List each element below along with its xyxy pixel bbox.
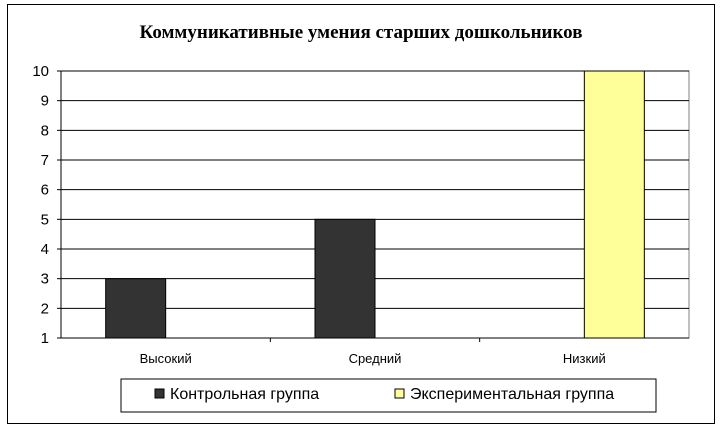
bars [105, 70, 645, 339]
legend-label-0: Контрольная группа [170, 386, 319, 403]
legend-label-1: Экспериментальная группа [410, 386, 614, 403]
legend: Контрольная группа Экспериментальная груп… [120, 378, 657, 413]
y-tick-label: 5 [41, 211, 49, 228]
y-tick-label: 7 [41, 152, 49, 169]
y-tick-label: 6 [41, 182, 49, 199]
y-tick-label: 8 [41, 122, 49, 139]
chart-title: Коммуникативные умения старших дошкольни… [140, 22, 583, 43]
y-tick-label: 10 [32, 63, 49, 80]
bar-control-0 [105, 278, 167, 339]
bar-control-1 [314, 218, 376, 339]
y-tick-label: 4 [41, 241, 49, 258]
y-tick-label: 3 [41, 271, 49, 288]
y-tick-label: 9 [41, 93, 49, 110]
axes: 1 2 3 4 5 6 7 8 9 10 Высокий Средний Низкий [32, 63, 689, 366]
y-tick-label: 1 [41, 330, 49, 347]
legend-box [120, 378, 657, 413]
x-category-label: Средний [349, 351, 402, 366]
x-category-label: Низкий [563, 351, 606, 366]
x-category-label: Высокий [140, 351, 192, 366]
y-tick-label: 2 [41, 300, 49, 317]
legend-swatch-0 [154, 388, 165, 399]
legend-swatch-1 [394, 388, 405, 399]
bar-experimental-2 [583, 70, 645, 339]
